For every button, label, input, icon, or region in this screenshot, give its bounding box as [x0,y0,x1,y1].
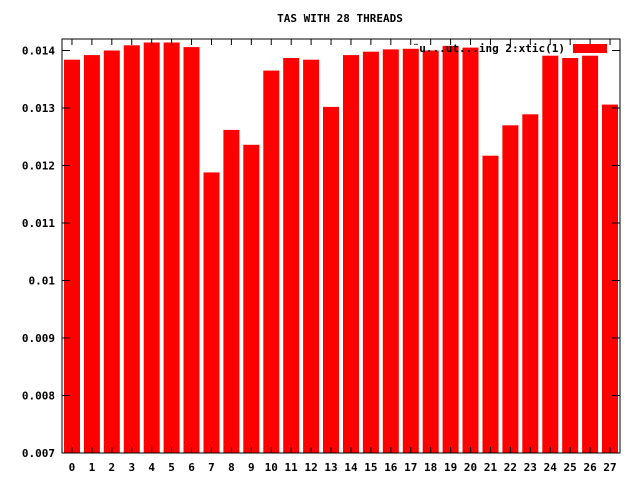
x-tick-label: 14 [344,461,358,474]
bar-1 [83,55,100,453]
bar-6 [183,47,200,453]
bar-17 [402,48,419,454]
bar-22 [502,125,519,454]
bars-layer [64,42,618,454]
bar-13 [323,106,339,454]
x-tick-label: 13 [324,461,337,474]
bar-18 [422,50,439,453]
x-tick-label: 22 [504,461,517,474]
bar-15 [362,51,379,453]
x-tick-label: 1 [89,461,96,474]
y-tick-label: 0.012 [22,160,55,173]
bar-12 [303,59,320,453]
x-tick-label: 8 [228,461,235,474]
bar-10 [263,70,280,453]
x-tick-label: 5 [168,461,175,474]
x-tick-label: 19 [444,461,457,474]
x-tick-label: 11 [285,461,299,474]
legend-swatch [573,44,607,53]
chart-title: TAS WITH 28 THREADS [277,12,403,25]
x-axis: 0 1 2 3 4 5 6 7 8 9 10 11 12 13 14 15 16 17 18 19 20 21 22 23 24… [69,39,617,474]
y-tick-label: 0.008 [22,390,55,403]
x-tick-label: 26 [583,461,597,474]
y-axis: 0.007 0.008 0.009 0.01 0.011 0.012 0.013 0.014 [22,45,620,460]
bar-4 [143,42,160,453]
y-tick-label: 0.009 [22,332,55,345]
x-tick-label: 20 [464,461,477,474]
x-tick-label: 17 [404,461,417,474]
x-tick-label: 27 [603,461,616,474]
legend-label: ¨u...ut...ing 2:xtic(1) [413,42,565,55]
bar-25 [562,58,579,453]
bar-16 [382,49,399,454]
bar-0 [64,59,80,453]
x-tick-label: 9 [248,461,255,474]
x-tick-label: 21 [484,461,498,474]
x-tick-label: 24 [544,461,558,474]
x-tick-label: 10 [265,461,278,474]
bar-9 [243,144,260,454]
bar-27 [602,104,618,453]
bar-2 [103,50,120,453]
bar-20 [462,47,479,453]
x-tick-label: 6 [188,461,195,474]
bar-26 [582,55,599,453]
x-tick-label: 23 [524,461,537,474]
y-tick-label: 0.014 [22,45,55,58]
y-tick-label: 0.007 [22,447,55,460]
plot-frame [61,38,621,454]
bar-23 [522,114,539,454]
bar-7 [203,172,220,453]
bar-11 [283,58,300,453]
bar-19 [442,45,459,454]
bar-5 [163,42,180,453]
x-tick-label: 3 [128,461,135,474]
y-tick-label: 0.013 [22,102,55,115]
bar-24 [542,55,559,453]
bar-3 [123,45,140,454]
x-tick-label: 2 [109,461,116,474]
x-tick-label: 0 [69,461,76,474]
x-tick-label: 7 [208,461,215,474]
bar-14 [343,55,359,453]
x-tick-label: 25 [564,461,577,474]
bar-21 [482,155,499,453]
x-tick-label: 16 [384,461,398,474]
x-tick-label: 15 [364,461,377,474]
x-tick-label: 12 [304,461,317,474]
y-tick-label: 0.011 [22,217,55,230]
x-tick-label: 18 [424,461,437,474]
x-tick-label: 4 [148,461,155,474]
legend: ¨u...ut...ing 2:xtic(1) [413,42,607,55]
y-tick-label: 0.01 [29,275,56,288]
bar-8 [223,129,240,453]
